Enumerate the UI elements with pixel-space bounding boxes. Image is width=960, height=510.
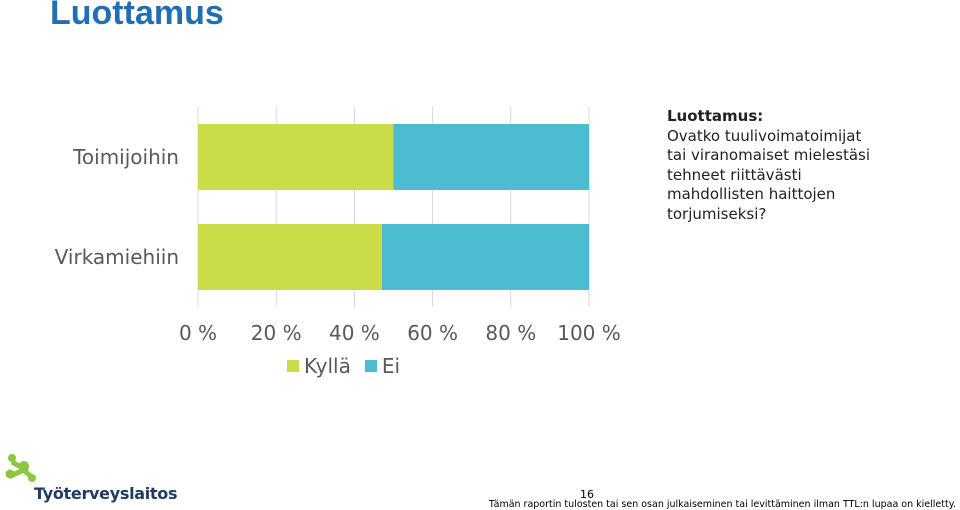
- page-number: 16: [580, 488, 594, 501]
- footer-notice: Tämän raportin tulosten tai sen osan jul…: [488, 499, 956, 510]
- question-heading: Luottamus:: [667, 107, 764, 125]
- chart-legend: Kyllä Ei: [287, 354, 414, 378]
- ttl-logo-icon: [5, 454, 36, 482]
- bar-ei-2: [381, 224, 589, 290]
- x-tick-label: 60 %: [407, 321, 458, 345]
- legend-swatch-ei: [364, 360, 377, 372]
- bar-ei-1: [393, 124, 589, 190]
- logo-text: Työterveyslaitos: [34, 484, 178, 503]
- x-tick-label: 40 %: [329, 321, 380, 345]
- x-tick-label: 80 %: [485, 321, 536, 345]
- category-label: Virkamiehiin: [55, 245, 179, 269]
- legend-label-kylla: Kyllä: [304, 354, 351, 378]
- legend-swatch-kylla: [287, 360, 299, 372]
- page-title: Luottamus: [50, 0, 224, 32]
- legend-label-ei: Ei: [381, 354, 401, 378]
- legend-item-kylla: Kyllä: [287, 354, 351, 378]
- bar-kyll-2: [198, 224, 382, 290]
- legend-item-ei: Ei: [364, 354, 401, 378]
- x-tick-label: 100 %: [557, 321, 621, 345]
- question-text: Ovatko tuulivoimatoimijat tai viranomais…: [667, 126, 871, 223]
- stacked-bar-chart: 0 % 20 % 40 % 60 % 80 % 100 % Toimijoihin Virka…: [55, 107, 621, 345]
- question-box: Luottamus: Ovatko tuulivoimatoimijat tai…: [667, 107, 937, 224]
- x-tick-label: 0 %: [179, 321, 217, 345]
- category-label: Toimijoihin: [72, 145, 179, 169]
- x-tick-label: 20 %: [251, 321, 302, 345]
- bar-kyll-1: [198, 124, 394, 190]
